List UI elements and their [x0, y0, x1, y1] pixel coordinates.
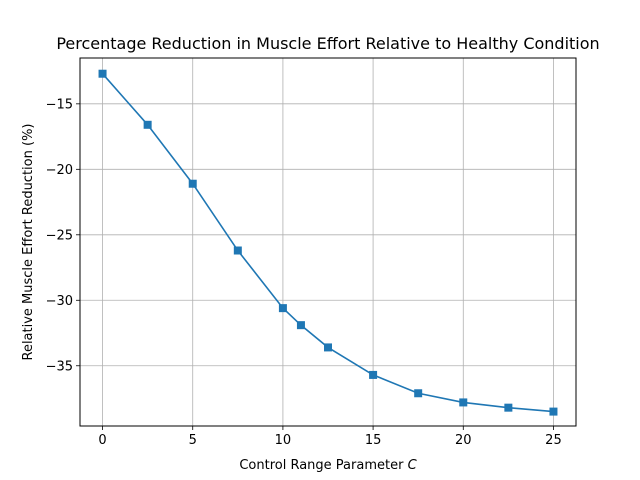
- x-tick-label: 15: [365, 433, 382, 448]
- x-tick-label: 25: [545, 433, 562, 448]
- data-point-marker: [296, 321, 305, 330]
- data-point-marker: [504, 403, 513, 412]
- data-point-marker: [369, 370, 378, 379]
- data-point-marker: [233, 246, 242, 255]
- data-point-marker: [188, 179, 197, 188]
- series-group: [98, 69, 558, 416]
- data-point-marker: [98, 69, 107, 78]
- plot-frame: [79, 57, 577, 427]
- x-tick-label: 0: [98, 433, 106, 448]
- data-point-marker: [278, 304, 287, 313]
- y-tick-label: −20: [46, 163, 73, 178]
- axis-ticks: 0 5 10 15 20 25 −35 −30 −25 −20 −15: [46, 97, 562, 448]
- data-point-marker: [414, 389, 423, 398]
- chart-title: Percentage Reduction in Muscle Effort Re…: [56, 34, 599, 53]
- x-tick-label: 20: [455, 433, 472, 448]
- data-point-marker: [549, 407, 558, 416]
- y-tick-label: −15: [46, 97, 73, 112]
- y-tick-label: −35: [46, 359, 73, 374]
- x-axis-label: Control Range Parameter C: [239, 458, 417, 473]
- x-tick-label: 10: [275, 433, 292, 448]
- x-tick-label: 5: [189, 433, 197, 448]
- y-tick-label: −30: [46, 294, 73, 309]
- series-line: [101, 73, 554, 413]
- y-tick-label: −25: [46, 228, 73, 243]
- grid-lines: [80, 58, 576, 426]
- data-point-marker: [459, 398, 468, 407]
- y-axis-label: Relative Muscle Effort Reduction (%): [21, 124, 36, 361]
- data-point-marker: [324, 343, 332, 352]
- data-point-marker: [143, 120, 152, 129]
